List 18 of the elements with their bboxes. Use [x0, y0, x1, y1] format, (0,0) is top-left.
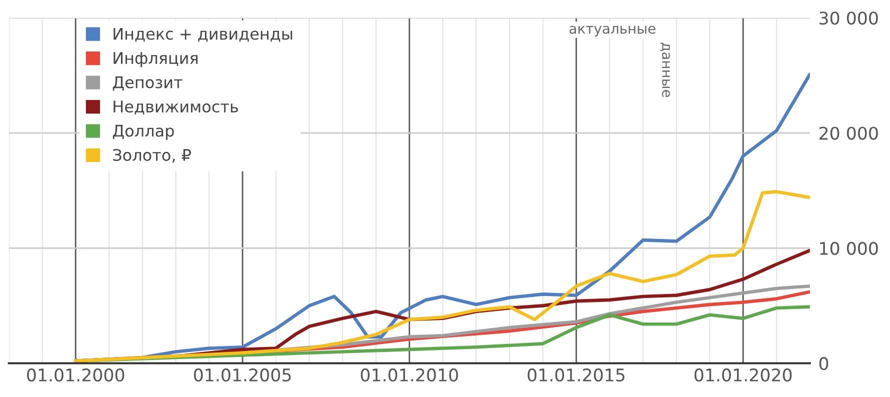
- x-tick-label: 01.01.2005: [194, 368, 291, 382]
- legend-label: Недвижимость: [114, 100, 238, 115]
- annotation: актуальные: [570, 26, 656, 36]
- legend-label: Депозит: [112, 76, 182, 91]
- legend-label: Инфляция: [114, 52, 198, 68]
- y-tick-label: 0: [819, 356, 828, 370]
- legend-label: Доллар: [112, 124, 174, 140]
- y-tick-label: 10 000: [820, 242, 878, 255]
- x-tick-label: 01.01.2000: [27, 368, 124, 382]
- annotation: данные: [660, 42, 670, 98]
- line-series: [74, 190, 810, 363]
- x-tick-label: 01.01.2015: [528, 368, 624, 382]
- y-tick-label: 20 000: [820, 126, 878, 140]
- x-tick-label: 01.01.2010: [360, 368, 458, 382]
- x-tick-label: 01.01.2020: [694, 368, 792, 382]
- y-tick-label: 30 000: [820, 12, 878, 25]
- legend-label: Индекс + дивиденды: [114, 28, 292, 42]
- legend-label: Золото, ₽: [113, 148, 191, 163]
